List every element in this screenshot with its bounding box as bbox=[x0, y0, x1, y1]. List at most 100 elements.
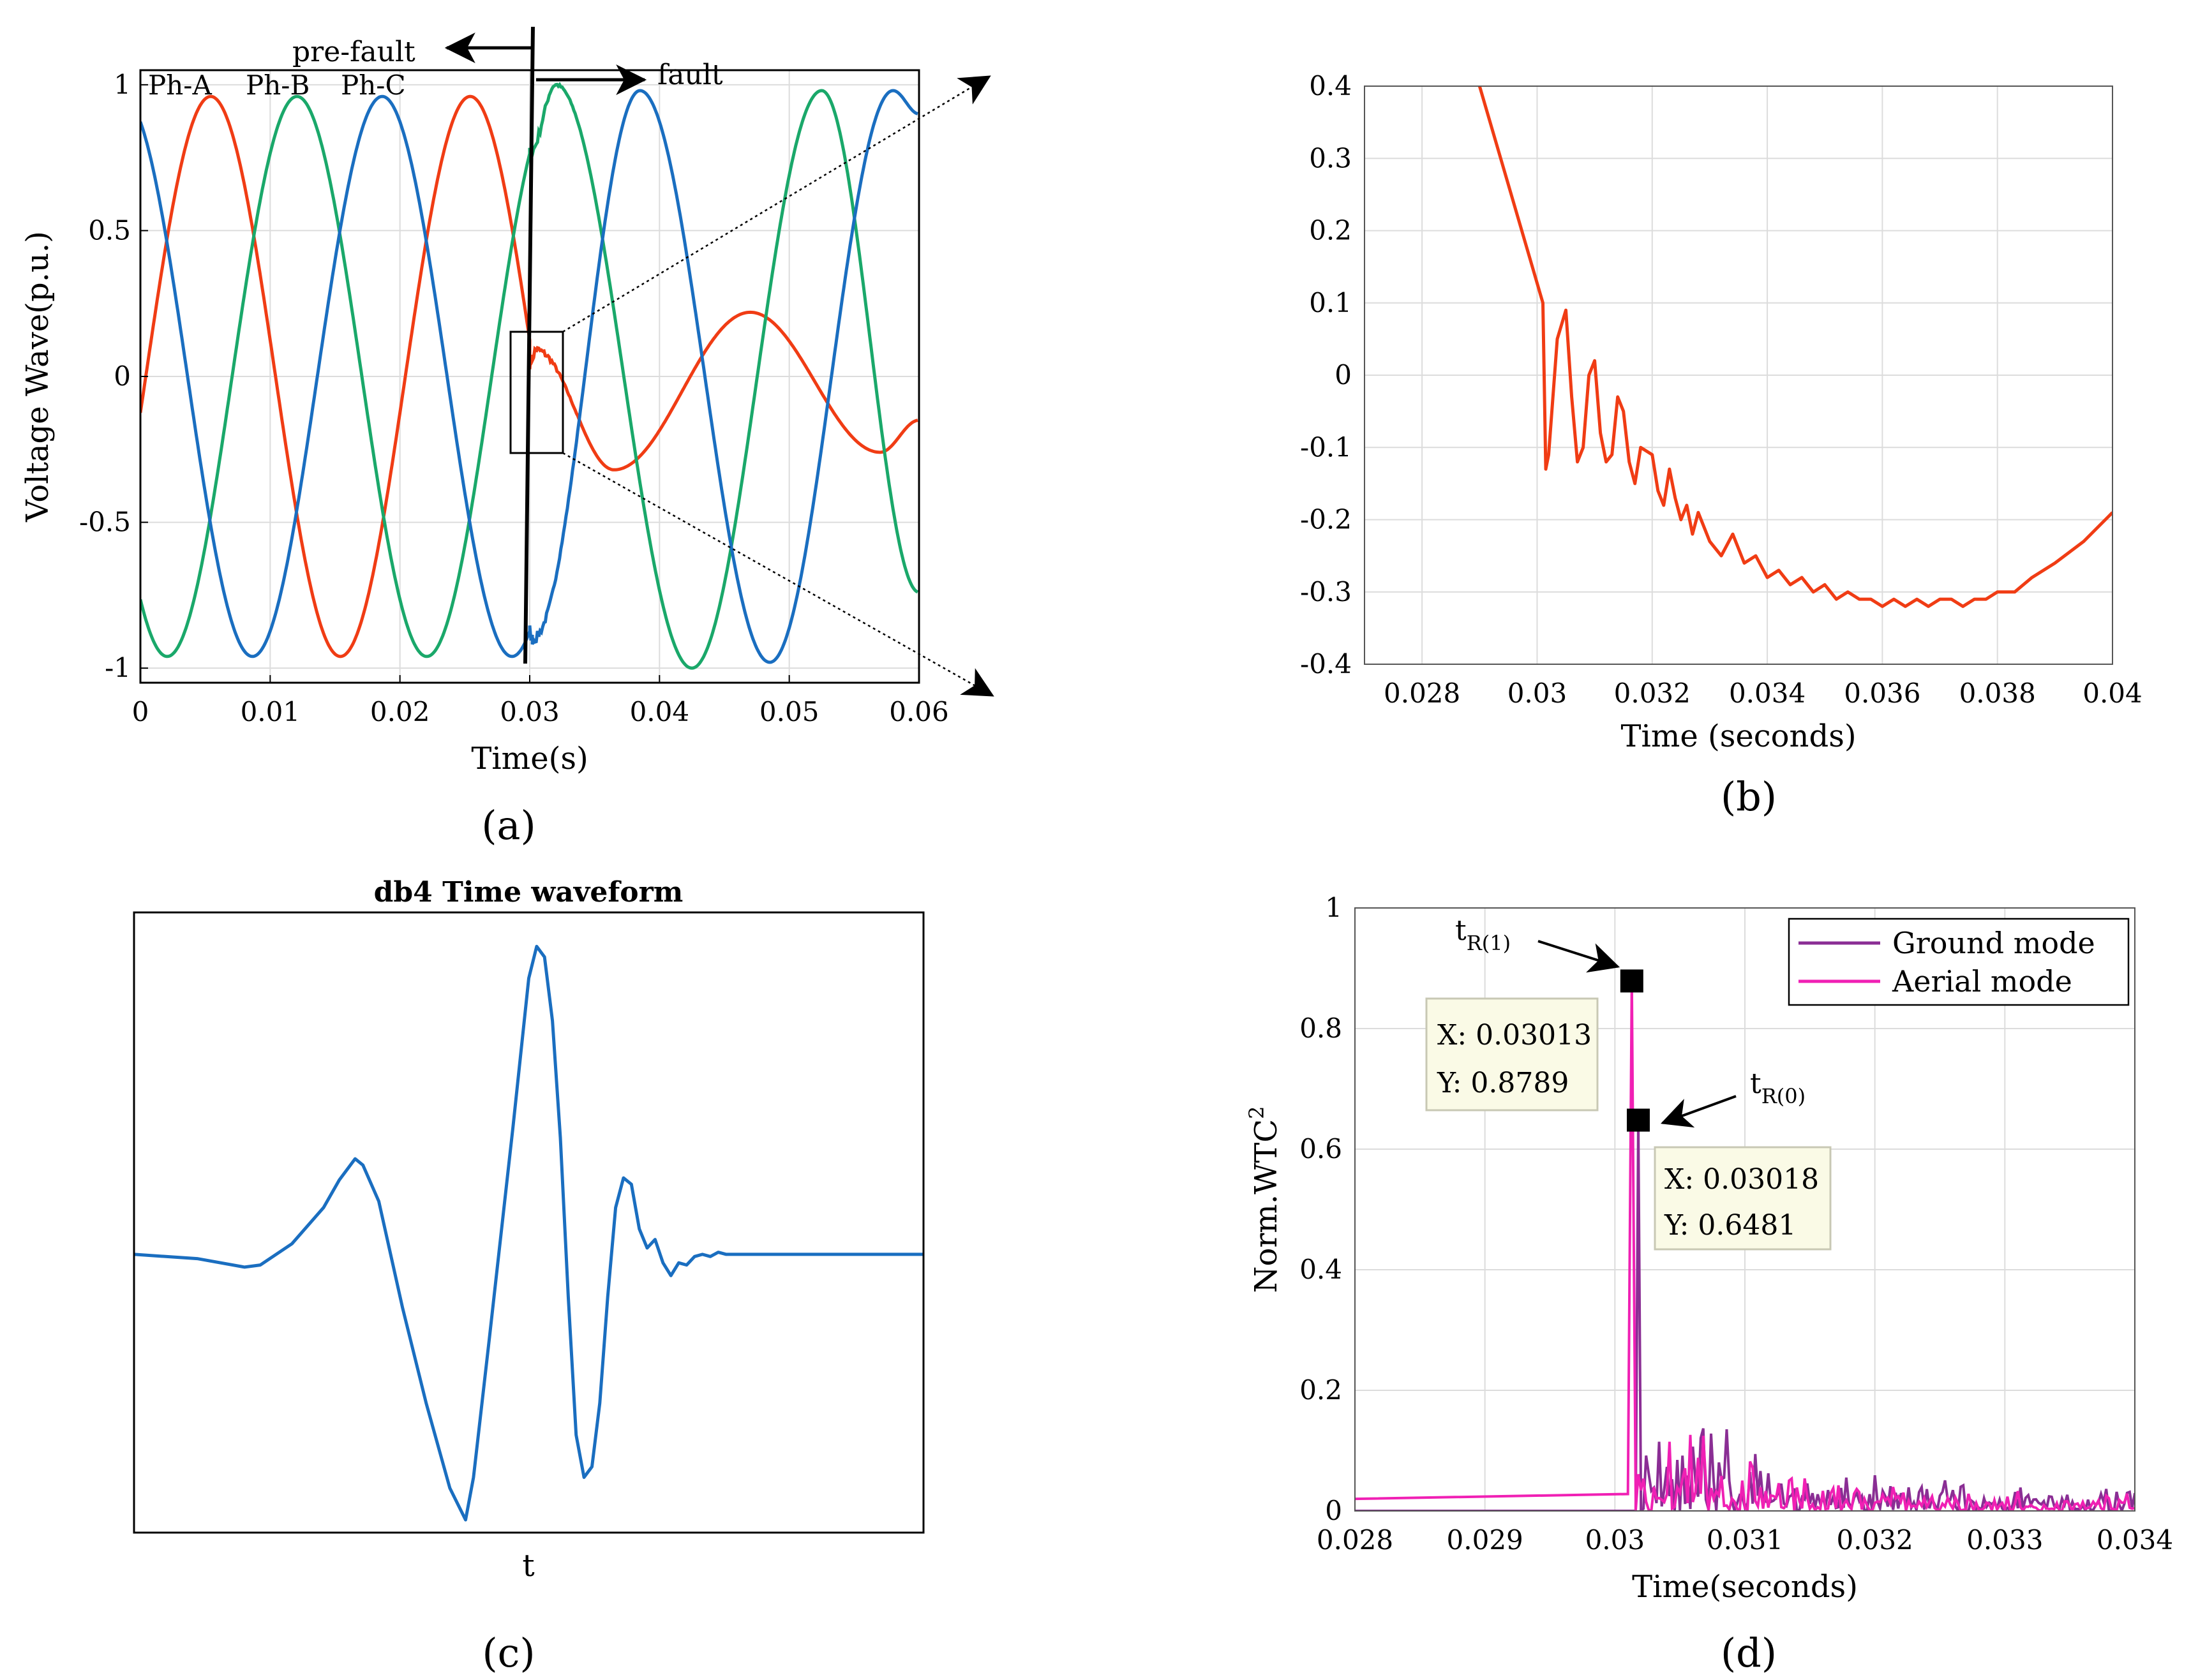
panel-b-ytick-label: 0.3 bbox=[1309, 142, 1352, 174]
panel-b-ytick-label: 0 bbox=[1335, 359, 1352, 390]
panel-b-xlabel: Time (seconds) bbox=[1620, 718, 1856, 754]
panel-a-xtick-label: 0.04 bbox=[630, 696, 690, 727]
panel-a-ylabel: Voltage Wave(p.u.) bbox=[20, 231, 56, 523]
panel-d-axes-frame bbox=[1354, 907, 2135, 1512]
datatip-ground: X: 0.03018 Y: 0.6481 bbox=[1654, 1146, 1832, 1251]
panel-d-ytick-label: 0 bbox=[1325, 1495, 1342, 1526]
marker-tr1-label: tR(1) bbox=[1455, 914, 1511, 955]
panel-d-ticks: 0.028 0.029 0.03 0.031 0.032 0.033 0.034 1 0.8 0.… bbox=[1299, 892, 2173, 1556]
panel-d-ylabel: Norm.WTC2 bbox=[1245, 1106, 1284, 1293]
marker-tr0-label: tR(0) bbox=[1750, 1067, 1806, 1108]
panel-b-ytick-label: -0.1 bbox=[1300, 431, 1352, 463]
panel-b-xtick-label: 0.036 bbox=[1844, 678, 1920, 709]
panel-d-ytick-label: 0.2 bbox=[1299, 1374, 1342, 1406]
caption-c: (c) bbox=[482, 1630, 535, 1676]
panel-b-ytick-label: -0.3 bbox=[1300, 576, 1352, 607]
panel-b-ticks: 0.028 0.03 0.032 0.034 0.036 0.038 0.04 0.4 0.3 0… bbox=[1300, 70, 2142, 709]
legend-ground-mode: Ground mode bbox=[1892, 926, 2095, 960]
panel-b-xtick-label: 0.028 bbox=[1384, 678, 1460, 709]
panel-d-xtick-label: 0.031 bbox=[1707, 1524, 1783, 1556]
caption-a: (a) bbox=[481, 802, 535, 849]
datatip-ground-box bbox=[1654, 1146, 1832, 1251]
panel-d-ytick-label: 1 bbox=[1325, 892, 1342, 923]
legend-ph-b: Ph-B bbox=[246, 70, 310, 101]
marker-tr1-t: t bbox=[1455, 914, 1467, 947]
marker-tr0-arrow bbox=[1660, 1095, 1737, 1128]
panel-b-axes-frame bbox=[1364, 85, 2113, 665]
panel-d-xtick-label: 0.033 bbox=[1966, 1524, 2043, 1556]
panel-a-xlabel: Time(s) bbox=[471, 741, 588, 777]
panel-a-ticks: 0 0.01 0.02 0.03 0.04 0.05 0.06 -1 -0.5 0 0.5 1 bbox=[79, 69, 949, 727]
panel-d-xlabel-text: Time(seconds) bbox=[1632, 1569, 1858, 1605]
panel-d-xtick-label: 0.032 bbox=[1837, 1524, 1913, 1556]
datatip-ground-x: X: 0.03018 bbox=[1664, 1163, 1819, 1196]
datatip-aerial-y: Y: 0.8789 bbox=[1437, 1067, 1569, 1099]
pre-fault-label: pre-fault bbox=[292, 36, 415, 68]
panel-b-xtick-label: 0.03 bbox=[1507, 678, 1567, 709]
panel-d-xtick-label: 0.028 bbox=[1317, 1524, 1393, 1556]
panel-b-grid bbox=[1365, 85, 2113, 665]
panel-b-xtick-label: 0.032 bbox=[1614, 678, 1691, 709]
panel-d-series-ground bbox=[1355, 1120, 2135, 1511]
marker-tr1-sub: R(1) bbox=[1467, 931, 1511, 955]
panel-d-legend-box bbox=[1788, 918, 2130, 1006]
panel-a-series-ph-c bbox=[140, 89, 918, 664]
legend-ph-a: Ph-A bbox=[148, 70, 213, 101]
panel-a-xtick-label: 0.05 bbox=[759, 696, 819, 727]
panel-d-ylabel-sup: 2 bbox=[1245, 1106, 1269, 1119]
marker-tr1-arrow bbox=[1537, 940, 1620, 973]
panel-a-xtick-label: 0.03 bbox=[500, 696, 560, 727]
panel-b-ytick-label: -0.4 bbox=[1300, 648, 1352, 680]
caption-d: (d) bbox=[1721, 1630, 1777, 1676]
panel-d-ytick-label: 0.4 bbox=[1299, 1254, 1342, 1285]
panel-a-ytick-label: 0.5 bbox=[88, 214, 131, 246]
zoom-line-upper bbox=[562, 75, 991, 333]
panel-d-xlabel: Time(seconds) bbox=[1632, 1569, 1858, 1605]
datatip-aerial-box bbox=[1425, 997, 1599, 1111]
panel-a-xtick-label: 0 bbox=[132, 696, 149, 727]
legend-aerial-mode: Aerial mode bbox=[1892, 964, 2072, 999]
panel-c-title: db4 Time waveform bbox=[374, 876, 684, 909]
marker-tr0-square bbox=[1626, 1108, 1650, 1132]
legend-ph-c: Ph-C bbox=[341, 70, 406, 101]
panel-d-ytick-label: 0.6 bbox=[1299, 1133, 1342, 1164]
panel-a-xtick-label: 0.06 bbox=[889, 696, 949, 727]
panel-b-series-group bbox=[1477, 86, 2112, 608]
panel-c-xlabel: t bbox=[522, 1548, 534, 1584]
panel-a-ytick-label: -0.5 bbox=[79, 507, 131, 538]
zoom-box bbox=[509, 331, 564, 454]
fault-instant-line bbox=[523, 26, 535, 664]
panel-b-xtick-label: 0.034 bbox=[1729, 678, 1806, 709]
datatip-aerial-x: X: 0.03013 bbox=[1437, 1019, 1592, 1052]
panel-c-axes-frame bbox=[133, 911, 925, 1534]
panel-d-xtick-label: 0.029 bbox=[1447, 1524, 1523, 1556]
panel-a-ytick-label: 1 bbox=[114, 69, 131, 100]
panel-a-xtick-label: 0.02 bbox=[370, 696, 430, 727]
datatip-ground-y: Y: 0.6481 bbox=[1664, 1209, 1796, 1242]
panel-b-ytick-label: 0.2 bbox=[1309, 215, 1352, 246]
marker-tr1-square bbox=[1620, 969, 1643, 993]
panel-a-voltage-waveform: 0 0.01 0.02 0.03 0.04 0.05 0.06 -1 -0.5 0 0.5 1 Tim… bbox=[20, 26, 994, 849]
panel-b-ytick-label: 0.1 bbox=[1309, 287, 1352, 318]
panel-b-ytick-label: 0.4 bbox=[1309, 70, 1352, 101]
marker-tr0-t: t bbox=[1750, 1067, 1761, 1100]
panel-d-ylabel-text: Norm.WTC bbox=[1248, 1119, 1284, 1293]
panel-c-series-group bbox=[134, 944, 924, 1522]
fault-label: fault bbox=[657, 59, 723, 91]
panel-d-series-group bbox=[1355, 981, 2135, 1511]
panel-a-ytick-label: 0 bbox=[114, 361, 131, 392]
caption-b: (b) bbox=[1721, 773, 1777, 820]
panel-d-wtc: 0.028 0.029 0.03 0.031 0.032 0.033 0.034 1 0.8 0.… bbox=[1245, 892, 2173, 1676]
zoom-line-lower bbox=[562, 452, 994, 697]
panel-d-ytick-label: 0.8 bbox=[1299, 1013, 1342, 1044]
marker-tr0-sub: R(0) bbox=[1761, 1084, 1806, 1108]
panel-a-ytick-label: -1 bbox=[105, 652, 131, 683]
panel-b-ytick-label: -0.2 bbox=[1300, 504, 1352, 535]
panel-b-xtick-label: 0.038 bbox=[1959, 678, 2036, 709]
panel-c-db4-wavelet: db4 Time waveform t (c) bbox=[133, 876, 925, 1676]
panel-d-legend: Ground mode Aerial mode bbox=[1788, 918, 2130, 1006]
panel-b-series-ph-a-zoom bbox=[1477, 86, 2112, 608]
panel-c-series-db4 bbox=[134, 944, 924, 1522]
panel-b-zoomed-fault: 0.028 0.03 0.032 0.034 0.036 0.038 0.04 0.4 0.3 0… bbox=[1300, 70, 2142, 820]
